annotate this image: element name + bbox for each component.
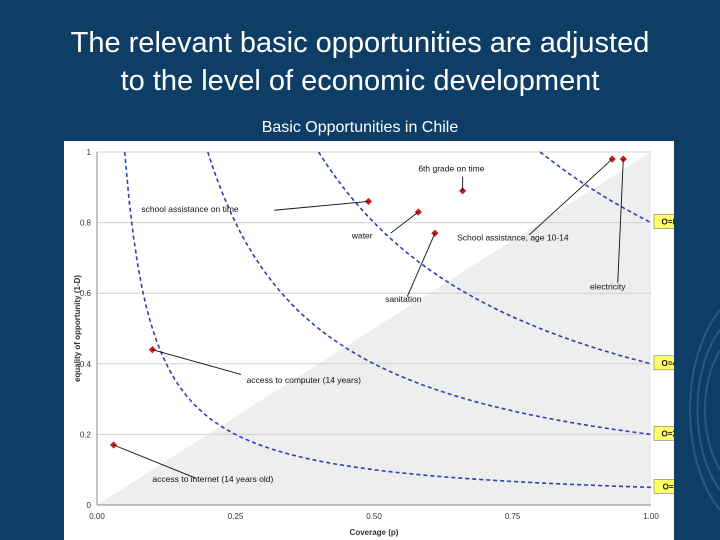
annotation-arrow	[617, 159, 624, 283]
x-tick-label: 0.25	[228, 512, 244, 521]
slide-title-line-2: to the level of economic development	[120, 65, 600, 97]
iso-curve	[123, 151, 652, 489]
slide-title-line-1: The relevant basic opportunities are adj…	[70, 27, 650, 59]
x-tick-label: 0.00	[89, 512, 105, 521]
iso-curve-label: O=40%	[662, 359, 674, 368]
annotation-arrow	[152, 349, 242, 375]
annotation-label: School assistance, age 10-14	[457, 232, 569, 242]
iso-curve-label-box	[653, 479, 674, 494]
iso-curve	[317, 151, 652, 365]
iso-curve-label: O=20%	[662, 429, 674, 438]
y-tick-label: 0.2	[80, 430, 92, 439]
x-tick-label: 0.75	[505, 512, 521, 521]
iso-curve-label-box	[653, 214, 674, 229]
chart-panel: 0 0.2 0.4 0.6 0.8 1 0.00 0.25 0.50 0.75 1.00 Covera…	[64, 141, 674, 540]
annotation-arrow	[274, 200, 369, 211]
slide-title: The relevant basic opportunities are adj…	[0, 24, 720, 100]
annotation-arrow	[406, 233, 436, 297]
annotation-label: electricity	[590, 282, 626, 292]
data-point	[148, 346, 156, 354]
y-tick-label: 0.4	[80, 360, 92, 369]
data-point	[608, 155, 616, 163]
annotation-label: school assistance on time	[141, 204, 239, 214]
iso-curve	[207, 151, 652, 436]
y-tick-label: 1	[87, 148, 92, 157]
chart-title: Basic Opportunities in Chile	[261, 119, 459, 136]
annotation-label: water	[351, 230, 373, 240]
x-axis-label: Coverage (p)	[350, 528, 399, 537]
iso-curve-label: O=80%	[662, 218, 674, 227]
annotation-arrow	[113, 444, 197, 479]
x-tick-label: 0.50	[366, 512, 382, 521]
data-point	[619, 155, 627, 163]
y-tick-label: 0.6	[80, 289, 92, 298]
annotation-label: 6th grade on time	[418, 163, 484, 173]
annotation-label: access to computer (14 years)	[247, 375, 361, 385]
x-tick-label: 1.00	[643, 512, 659, 521]
iso-curve-label-box	[653, 426, 674, 441]
y-tick-label: 0.8	[80, 219, 92, 228]
annotation-label: sanitation	[385, 294, 422, 304]
annotation-arrow	[528, 158, 613, 236]
iso-curve-label: O= 5%	[663, 482, 674, 491]
infeasible-region	[97, 152, 651, 505]
decorative-wave	[689, 309, 720, 511]
annotation-arrow	[390, 211, 419, 234]
chart-svg: 0 0.2 0.4 0.6 0.8 1 0.00 0.25 0.50 0.75 1.00 Covera…	[73, 148, 674, 537]
annotation-label: access to internet (14 years old)	[152, 474, 273, 484]
y-tick-label: 0	[87, 501, 92, 510]
iso-curve	[539, 151, 652, 224]
iso-curve-label-box	[653, 355, 674, 371]
y-axis-label: equality of opportunity (1-D)	[73, 275, 82, 382]
